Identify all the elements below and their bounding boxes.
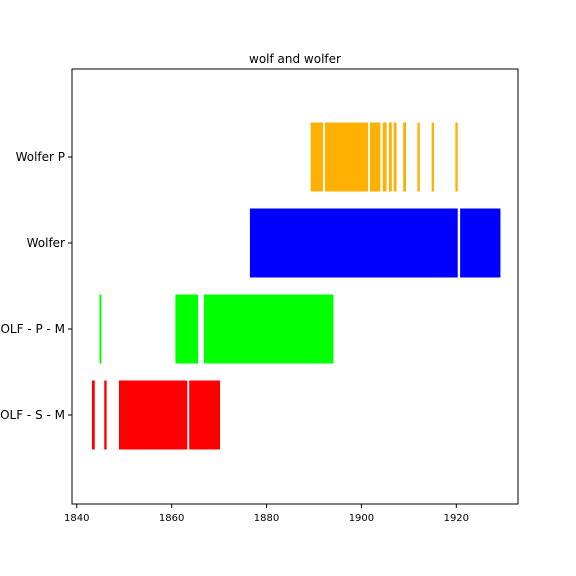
x-tick-label-0: 1840	[64, 513, 89, 524]
bar-3-6	[403, 123, 406, 192]
bar-0-1	[104, 381, 106, 450]
x-tick-label-3: 1900	[349, 513, 374, 524]
bars-group	[92, 123, 501, 450]
bar-3-1	[325, 123, 368, 192]
y-category-label-1: OLF - P - M	[0, 322, 65, 336]
bar-3-9	[455, 123, 457, 192]
bar-3-4	[389, 123, 392, 192]
x-tick-label-2: 1880	[254, 513, 279, 524]
bar-3-3	[383, 123, 387, 192]
x-tick-label-4: 1920	[444, 513, 469, 524]
x-tick-label-1: 1860	[159, 513, 184, 524]
bar-0-2	[119, 381, 187, 450]
x-axis: 1840 1860 1880 1900 1920	[64, 504, 469, 524]
y-axis: OLF - S - M OLF - P - M Wolfer Wolfer P	[0, 150, 72, 422]
y-category-label-2: Wolfer	[27, 236, 65, 250]
y-category-label-3: Wolfer P	[16, 150, 65, 164]
bar-0-0	[92, 381, 95, 450]
bar-1-2	[204, 295, 334, 364]
bar-3-5	[394, 123, 397, 192]
chart-title: wolf and wolfer	[249, 52, 341, 66]
bar-1-0	[100, 295, 102, 364]
bar-3-0	[311, 123, 323, 192]
bar-3-8	[432, 123, 434, 192]
bar-1-1	[175, 295, 198, 364]
bar-2-0	[250, 209, 458, 278]
bar-2-1	[460, 209, 500, 278]
bar-3-7	[417, 123, 419, 192]
bar-0-3	[189, 381, 220, 450]
bar-3-2	[370, 123, 380, 192]
y-category-label-0: OLF - S - M	[0, 408, 65, 422]
